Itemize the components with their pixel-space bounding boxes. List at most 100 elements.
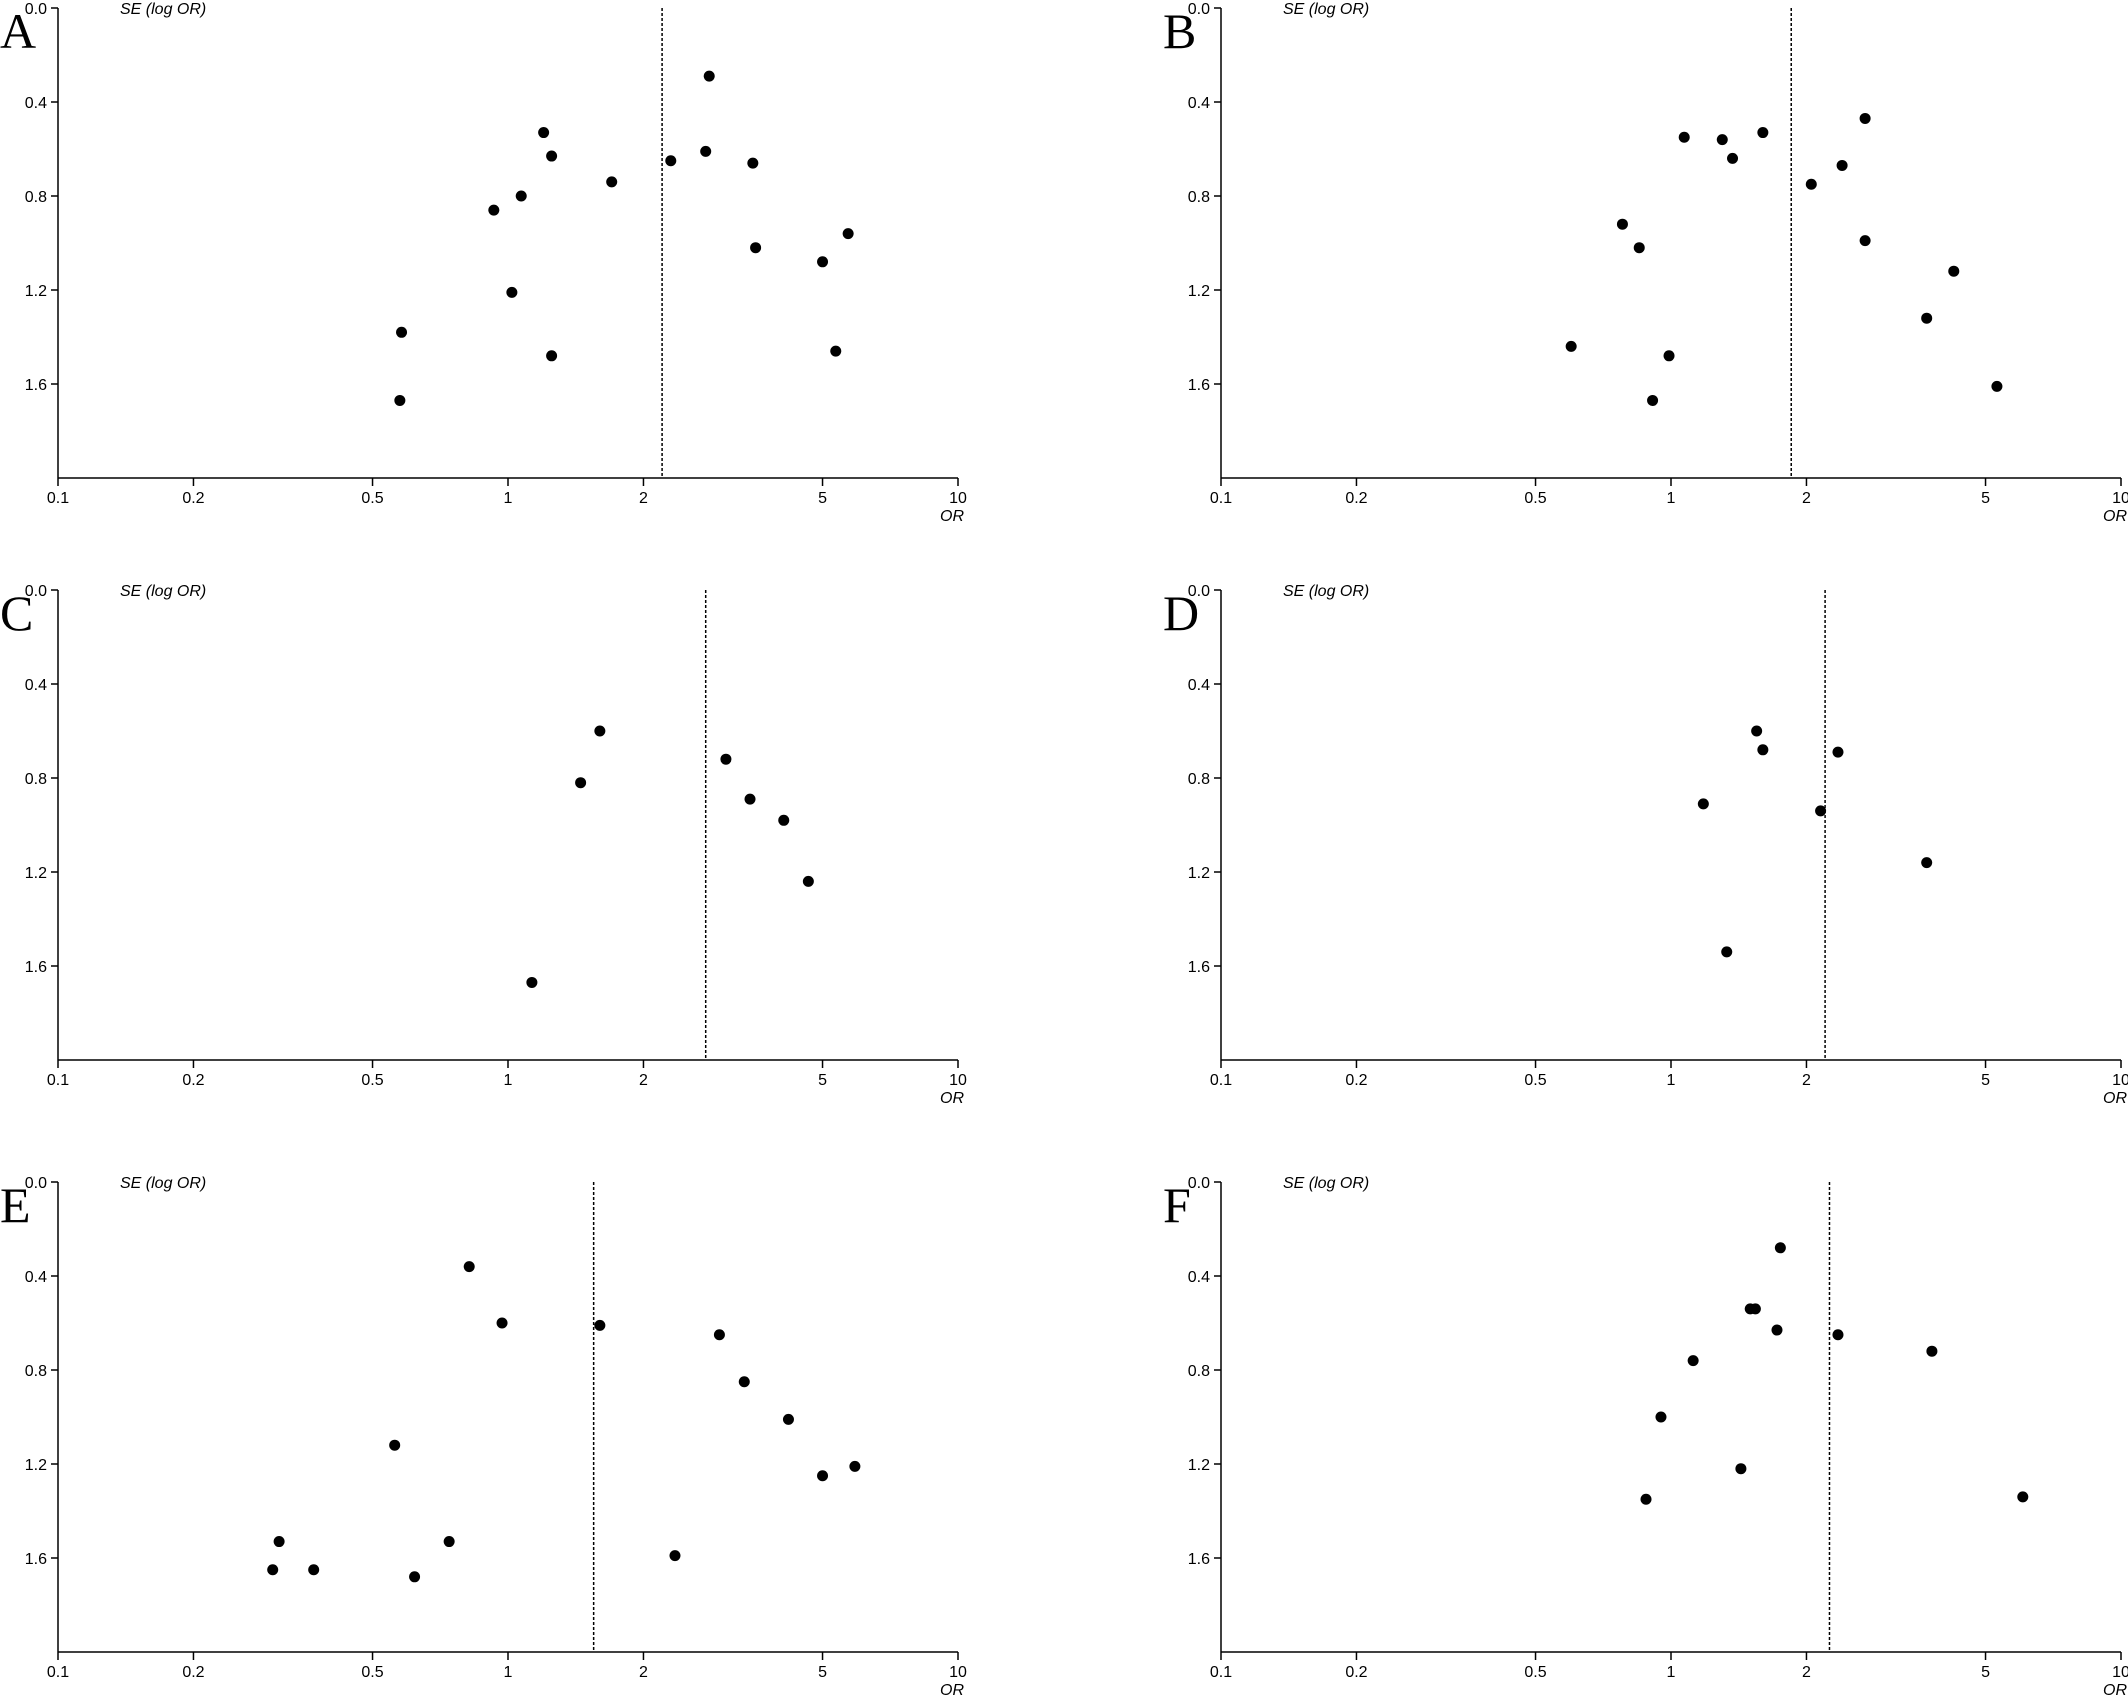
panel-b-letter: B xyxy=(1163,3,1196,59)
panel-c-study-point xyxy=(744,793,756,805)
panel-e-study-point xyxy=(389,1439,401,1451)
panel-e-x-tick-label: 5 xyxy=(818,1664,827,1681)
panel-c-x-axis-label: OR xyxy=(940,1090,964,1107)
panel-c-y-tick-label: 0.8 xyxy=(25,771,47,788)
panel-d: D SE (log OR) 0.0 0.4 0.8 1.2 1.6 0.1 0.2 0.5 1 2 5 1… xyxy=(1163,583,2128,1107)
panel-f-study-point xyxy=(1832,1329,1844,1341)
panel-b-y-tick-label: 1.2 xyxy=(1188,283,1210,300)
panel-c-x-tick-label: 0.5 xyxy=(361,1072,383,1089)
panel-e-y-tick-label: 0.4 xyxy=(25,1269,47,1286)
panel-b-x-tick-label: 5 xyxy=(1981,490,1990,507)
panel-f-y-tick-label: 0.8 xyxy=(1188,1363,1210,1380)
panel-f-x-tick-label: 1 xyxy=(1667,1664,1676,1681)
panel-e-study-point xyxy=(443,1536,455,1548)
panel-b-study-point xyxy=(1921,312,1933,324)
panel-c-study-point xyxy=(594,725,606,737)
panel-a-study-point xyxy=(747,157,759,169)
panel-d-study-point xyxy=(1757,744,1769,756)
panel-c-x-tick-label: 5 xyxy=(818,1072,827,1089)
panel-f-study-point xyxy=(1687,1355,1699,1367)
panel-e-y-axis-label: SE (log OR) xyxy=(120,1175,206,1192)
panel-e-x-tick-label: 1 xyxy=(504,1664,513,1681)
panel-a-letter: A xyxy=(0,3,36,59)
panel-a-study-point xyxy=(538,127,550,139)
panel-d-x-tick-label: 5 xyxy=(1981,1072,1990,1089)
panel-e-study-point xyxy=(267,1564,279,1576)
panel-b-x-tick-label: 2 xyxy=(1802,490,1811,507)
panel-c-x-tick-label: 1 xyxy=(504,1072,513,1089)
panel-b-study-point xyxy=(1805,178,1817,190)
panel-b-study-point xyxy=(1859,112,1871,124)
panel-a-study-point xyxy=(700,145,712,157)
panel-a-x-tick-label: 5 xyxy=(818,490,827,507)
panel-f-x-tick-label: 2 xyxy=(1802,1664,1811,1681)
panel-b-study-point xyxy=(1859,235,1871,247)
panel-b-y-tick-label: 0.4 xyxy=(1188,95,1210,112)
panel-a-study-point xyxy=(606,176,618,188)
panel-e-x-axis-label: OR xyxy=(940,1682,964,1698)
panel-f-y-tick-label: 0.4 xyxy=(1188,1269,1210,1286)
panel-e-x-tick-label: 10 xyxy=(949,1664,967,1681)
panel-b-x-tick-label: 0.5 xyxy=(1524,490,1546,507)
panel-a-study-point xyxy=(546,150,558,162)
panel-a-study-point xyxy=(830,345,842,357)
panel-b-x-tick-label: 0.1 xyxy=(1210,490,1232,507)
panel-e-y-tick-label: 1.6 xyxy=(25,1551,47,1568)
panel-e-study-point xyxy=(594,1319,606,1331)
panel-d-study-point xyxy=(1815,805,1827,817)
panel-e-x-tick-label: 0.2 xyxy=(182,1664,204,1681)
panel-f-study-point xyxy=(1926,1345,1938,1357)
panel-c-study-point xyxy=(778,814,790,826)
panel-b-study-point xyxy=(1633,242,1645,254)
panel-b-study-point xyxy=(1647,394,1659,406)
panel-e-study-point xyxy=(308,1564,320,1576)
panel-d-y-tick-label: 0.0 xyxy=(1188,583,1210,600)
panel-a-x-tick-label: 0.2 xyxy=(182,490,204,507)
panel-e-x-tick-label: 0.1 xyxy=(47,1664,69,1681)
panel-a-study-point xyxy=(515,190,527,202)
panel-e-y-tick-label: 0.8 xyxy=(25,1363,47,1380)
panel-a-x-tick-label: 1 xyxy=(504,490,513,507)
panel-e-x-tick-label: 2 xyxy=(639,1664,648,1681)
panel-e-study-point xyxy=(463,1261,475,1273)
panel-a-x-tick-label: 0.5 xyxy=(361,490,383,507)
panel-b-x-tick-label: 10 xyxy=(2112,490,2128,507)
panel-e-study-point xyxy=(496,1317,508,1329)
panel-a: A SE (log OR) 0.0 0.4 0.8 1.2 1.6 0.1 0.2 0.5 1 2 5 1… xyxy=(0,1,967,525)
panel-c-y-tick-label: 1.2 xyxy=(25,865,47,882)
panel-f-study-point xyxy=(2017,1491,2029,1503)
panel-e-y-tick-label: 1.2 xyxy=(25,1457,47,1474)
panel-c-y-tick-label: 1.6 xyxy=(25,959,47,976)
panel-a-study-point xyxy=(665,155,677,167)
panel-b-study-point xyxy=(1757,127,1769,139)
panel-b-study-point xyxy=(1716,134,1728,146)
panel-f-y-axis-label: SE (log OR) xyxy=(1283,1175,1369,1192)
panel-c-x-tick-label: 2 xyxy=(639,1072,648,1089)
panel-f-study-point xyxy=(1640,1493,1652,1505)
panel-a-study-point xyxy=(703,70,715,82)
panel-e-y-tick-label: 0.0 xyxy=(25,1175,47,1192)
panel-d-x-tick-label: 0.2 xyxy=(1345,1072,1367,1089)
panel-f-x-tick-label: 10 xyxy=(2112,1664,2128,1681)
panel-a-study-point xyxy=(396,326,408,338)
panel-f-y-tick-label: 1.2 xyxy=(1188,1457,1210,1474)
panel-d-x-tick-label: 0.1 xyxy=(1210,1072,1232,1089)
panel-a-x-axis-label: OR xyxy=(940,508,964,525)
panel-e-study-point xyxy=(669,1550,681,1562)
panel-b-study-point xyxy=(1565,340,1577,352)
panel-a-y-tick-label: 0.0 xyxy=(25,1,47,18)
panel-a-y-tick-label: 0.4 xyxy=(25,95,47,112)
panel-c-study-point xyxy=(802,875,814,887)
panel-e-letter: E xyxy=(0,1177,31,1233)
panel-e-study-point xyxy=(273,1536,285,1548)
panel-a-x-tick-label: 0.1 xyxy=(47,490,69,507)
panel-f-x-tick-label: 0.2 xyxy=(1345,1664,1367,1681)
panel-f-study-point xyxy=(1774,1242,1786,1254)
panel-f-letter: F xyxy=(1163,1177,1191,1233)
panel-a-y-tick-label: 1.6 xyxy=(25,377,47,394)
panel-a-study-point xyxy=(394,394,406,406)
panel-a-x-tick-label: 2 xyxy=(639,490,648,507)
panel-b-study-point xyxy=(1663,350,1675,362)
panel-f-y-tick-label: 1.6 xyxy=(1188,1551,1210,1568)
